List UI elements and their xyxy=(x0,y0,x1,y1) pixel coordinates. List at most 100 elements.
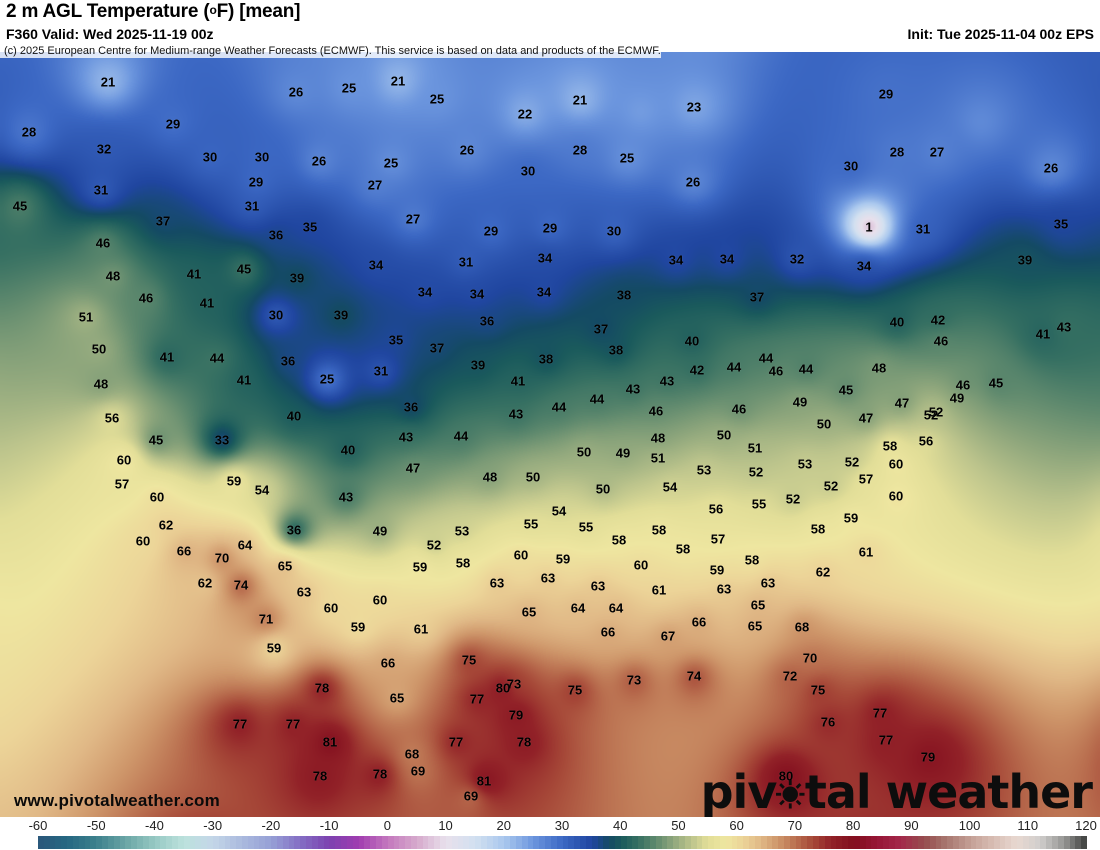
colorbar-segment xyxy=(230,836,237,849)
colorbar-segment xyxy=(346,836,353,849)
page-title-text: 2 m AGL Temperature ( xyxy=(6,1,210,22)
colorbar-tick: 30 xyxy=(554,818,570,833)
colorbar-segment xyxy=(888,836,895,849)
colorbar-segment xyxy=(131,836,138,849)
colorbar-segment xyxy=(824,836,831,849)
temperature-field-canvas xyxy=(0,52,1100,817)
colorbar-segment xyxy=(929,836,936,849)
colorbar-segment xyxy=(743,836,750,849)
colorbar-tick: 110 xyxy=(1017,818,1039,833)
colorbar-segment xyxy=(177,836,184,849)
map-header: 2 m AGL Temperature (oF) [mean] F360 Val… xyxy=(0,0,1100,52)
colorbar-segment xyxy=(381,836,388,849)
colorbar-segment xyxy=(253,836,260,849)
colorbar-segment xyxy=(96,836,103,849)
colorbar-segment xyxy=(1028,836,1035,849)
colorbar-segment xyxy=(661,836,668,849)
colorbar-segment xyxy=(638,836,645,849)
colorbar-segment xyxy=(603,836,610,849)
colorbar-tick: 0 xyxy=(383,818,391,833)
sun-icon xyxy=(776,780,805,809)
colorbar-segment xyxy=(655,836,662,849)
colorbar-segment xyxy=(364,836,371,849)
colorbar-segment xyxy=(1069,836,1076,849)
colorbar-segment xyxy=(510,836,516,849)
colorbar-segment xyxy=(574,836,581,849)
colorbar-segment xyxy=(38,836,44,849)
colorbar-segment xyxy=(212,836,219,849)
colorbar-segment xyxy=(842,836,849,849)
colorbar-segment xyxy=(102,836,108,849)
colorbar-segment xyxy=(958,836,965,849)
colorbar-tick: 10 xyxy=(438,818,453,833)
colorbar-segment xyxy=(918,836,924,849)
colorbar-segment xyxy=(766,836,773,849)
colorbar-segment xyxy=(725,836,732,849)
colorbar-segment xyxy=(585,836,592,849)
colorbar-segment xyxy=(871,836,878,849)
colorbar-segment xyxy=(947,836,954,849)
colorbar-segment xyxy=(463,836,470,849)
colorbar-segment xyxy=(1034,836,1041,849)
colorbar-segment xyxy=(148,836,155,849)
colorbar-tick-labels: -60 -50 -40 -30 -20 -10 0 10 20 30 40 50 60 70 80 90 100… xyxy=(0,817,1100,834)
colorbar-segment xyxy=(113,836,120,849)
valid-time-label: F360 Valid: Wed 2025-11-19 00z xyxy=(6,26,214,42)
colorbar-segment xyxy=(982,836,988,849)
colorbar-segment xyxy=(241,836,248,849)
colorbar-tick: 60 xyxy=(729,818,744,833)
colorbar-segment xyxy=(987,836,994,849)
colorbar-segment xyxy=(737,836,744,849)
temperature-map[interactable]: 21 26 25 21 25 22 21 23 29 28 29 32 30 30 26 25 26 30 28 25… xyxy=(0,52,1100,817)
colorbar-segment xyxy=(568,836,575,849)
colorbar-segment xyxy=(341,836,347,849)
copyright-notice: (c) 2025 European Centre for Medium-rang… xyxy=(0,44,661,58)
colorbar-tick: 90 xyxy=(904,818,919,833)
colorbar-segment xyxy=(562,836,569,849)
colorbar-segment xyxy=(428,836,435,849)
colorbar-segment xyxy=(265,836,272,849)
colorbar-segment xyxy=(107,836,114,849)
colorbar-segment xyxy=(1063,836,1070,849)
colorbar-segment xyxy=(935,836,942,849)
colorbar-segment xyxy=(591,836,598,849)
colorbar-segment xyxy=(679,836,685,849)
colorbar-segment xyxy=(43,836,50,849)
colorbar-segment xyxy=(906,836,913,849)
colorbar-segment xyxy=(533,836,540,849)
colorbar-segment xyxy=(964,836,971,849)
colorbar-segment xyxy=(434,836,441,849)
degree-symbol: o xyxy=(209,3,217,17)
colorbar-segment xyxy=(323,836,330,849)
colorbar-tick: 70 xyxy=(787,818,803,833)
colorbar-tick: -60 xyxy=(28,818,48,833)
logo-text-after: tal weather xyxy=(804,765,1093,817)
colorbar-segment xyxy=(294,836,301,849)
colorbar-segment xyxy=(49,836,56,849)
colorbar-segment xyxy=(61,836,68,849)
colorbar-segment xyxy=(754,836,761,849)
colorbar-segment xyxy=(317,836,324,849)
colorbar-segment xyxy=(859,836,866,849)
colorbar-segment xyxy=(67,836,73,849)
colorbar-segment xyxy=(189,836,196,849)
colorbar-segment xyxy=(1022,836,1029,849)
colorbar-segment xyxy=(137,836,143,849)
colorbar-segment xyxy=(545,836,551,849)
colorbar-segment xyxy=(1081,836,1088,849)
colorbar-segment xyxy=(475,836,481,849)
colorbar-segment xyxy=(976,836,983,849)
site-url-watermark: www.pivotalweather.com xyxy=(14,791,220,810)
colorbar-segment xyxy=(580,836,586,849)
colorbar-segment xyxy=(900,836,907,849)
colorbar-segment xyxy=(667,836,674,849)
colorbar-segment xyxy=(784,836,790,849)
colorbar-segment xyxy=(1052,836,1058,849)
colorbar-segment xyxy=(306,836,312,849)
colorbar-segment xyxy=(1040,836,1047,849)
colorbar-segment xyxy=(90,836,97,849)
init-time-label: Init: Tue 2025-11-04 00z EPS xyxy=(907,26,1095,42)
colorbar-segment xyxy=(807,836,814,849)
colorbar-segment xyxy=(614,836,621,849)
